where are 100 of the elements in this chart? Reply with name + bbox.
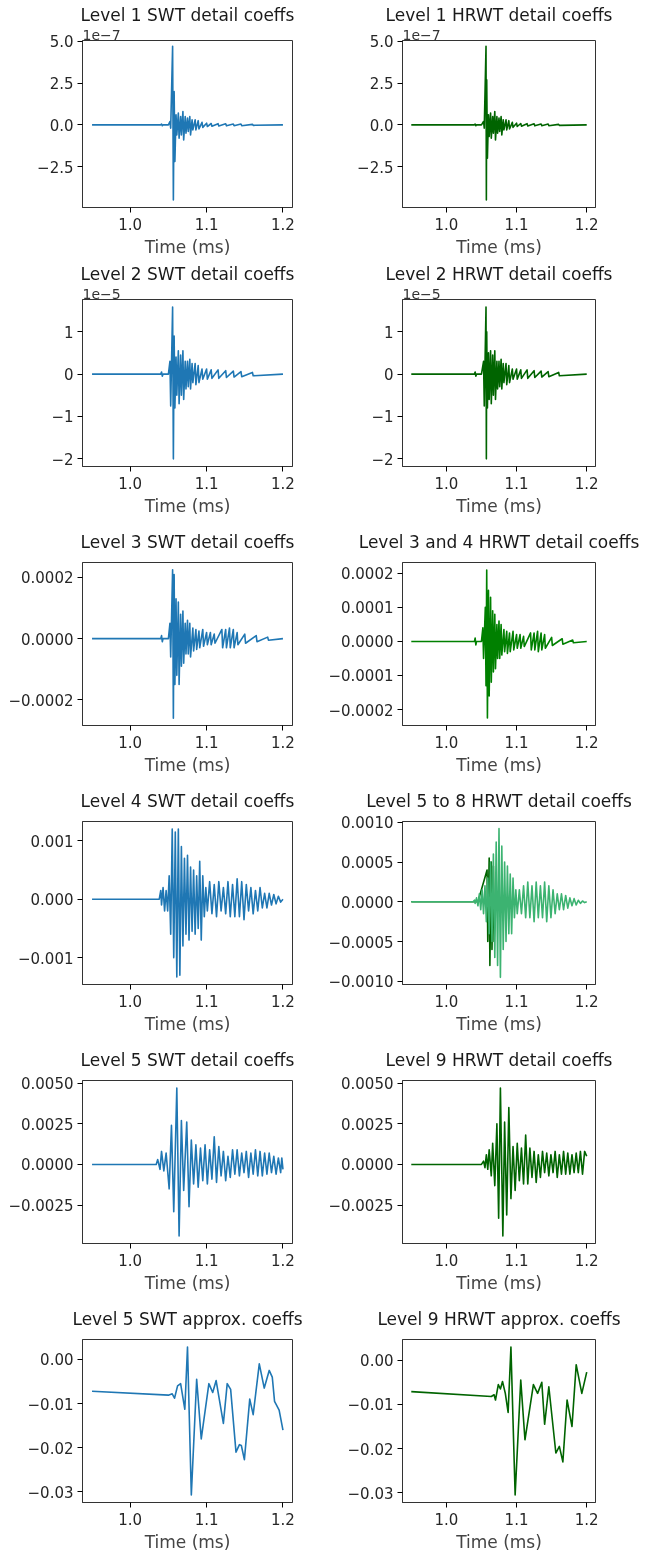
x-tick-label: 1.0 [118,474,143,493]
x-tick-label: 1.1 [504,733,529,752]
x-axis-title: Time (ms) [143,236,231,257]
chart-title: Level 5 to 8 HRWT detail coeffs [366,790,632,811]
chart-title: Level 9 HRWT approx. coeffs [377,1308,621,1329]
x-tick-label: 1.1 [504,1251,529,1270]
x-tick-label: 1.2 [271,215,295,234]
x-tick-label: 1.0 [434,992,459,1011]
x-tick-label: 1.0 [118,733,143,752]
y-tick-label: 0.0010 [341,814,394,833]
x-tick-label: 1.0 [434,733,459,752]
x-axis-title: Time (ms) [455,236,542,257]
x-tick-label: 1.1 [194,1251,219,1270]
x-tick-label: 1.0 [118,1510,143,1529]
y-tick-label: 2.5 [369,75,394,94]
x-tick-label: 1.2 [574,733,599,752]
y-tick-label: 0.0000 [21,1156,74,1175]
y-tick-label: 5.0 [369,33,394,52]
chart-title: Level 2 SWT detail coeffs [80,263,295,284]
x-tick-label: 1.0 [118,215,143,234]
y-tick-label: 0 [63,366,74,385]
y-tick-label: 0.0025 [341,1115,394,1134]
y-tick-label: 0.0000 [341,633,394,652]
y-tick-label: −1 [371,408,394,427]
x-tick-label: 1.1 [194,1510,219,1529]
chart-title: Level 1 SWT detail coeffs [80,4,295,25]
y-tick-label: −0.001 [17,949,74,968]
x-axis-title: Time (ms) [455,1531,542,1552]
y-tick-label: −2.5 [37,158,74,177]
x-tick-label: 1.2 [271,733,295,752]
x-tick-label: 1.2 [271,474,295,493]
x-tick-label: 1.2 [574,215,599,234]
chart-title: Level 3 SWT detail coeffs [80,531,295,552]
x-tick-label: 1.0 [118,1251,143,1270]
x-tick-label: 1.1 [194,215,219,234]
x-tick-label: 1.2 [574,1510,599,1529]
y-tick-label: −1 [51,408,74,427]
chart-title: Level 5 SWT detail coeffs [80,1049,295,1070]
y-tick-label: −0.01 [347,1396,394,1415]
y-tick-label: −0.0010 [328,973,394,992]
y-tick-label: 0.000 [30,891,74,910]
y-tick-label: −0.0002 [8,691,74,710]
x-axis-title: Time (ms) [143,754,231,775]
y-tick-label: 0.0050 [21,1075,74,1094]
x-tick-label: 1.0 [434,1510,459,1529]
annotation: 1e−7 [82,26,121,43]
y-tick-label: 0.0025 [21,1115,74,1134]
x-tick-label: 1.1 [504,474,529,493]
x-axis-title: Time (ms) [455,754,542,775]
y-tick-label: 0.0000 [341,1156,394,1175]
y-tick-label: 0 [383,366,394,385]
x-tick-label: 1.1 [194,733,219,752]
y-tick-label: −0.0002 [328,701,394,720]
annotation: 1e−5 [82,285,121,302]
y-tick-label: 0.0050 [341,1075,394,1094]
chart-title: Level 9 HRWT detail coeffs [385,1049,613,1070]
x-tick-label: 1.2 [574,1251,599,1270]
annotation: 1e−5 [402,285,441,302]
y-tick-label: −0.0005 [328,933,394,952]
y-tick-label: 0.0 [49,116,74,135]
x-axis-title: Time (ms) [143,1272,231,1293]
x-axis-title: Time (ms) [143,1013,231,1034]
y-tick-label: −2 [371,450,394,469]
y-tick-label: 2.5 [49,75,74,94]
x-tick-label: 1.1 [504,215,529,234]
y-tick-label: 1 [383,323,394,342]
y-tick-label: 0.0000 [341,893,394,912]
chart-title: Level 5 SWT approx. coeffs [72,1308,303,1329]
x-tick-label: 1.0 [434,474,459,493]
y-tick-label: −0.03 [347,1484,394,1503]
y-tick-label: −0.01 [27,1395,74,1414]
x-axis-title: Time (ms) [455,1272,542,1293]
y-tick-label: 5.0 [49,33,74,52]
x-axis-title: Time (ms) [143,1531,231,1552]
x-tick-label: 1.0 [118,992,143,1011]
x-tick-label: 1.2 [574,992,599,1011]
x-tick-label: 1.1 [504,1510,529,1529]
y-tick-label: 0.0002 [341,565,394,584]
x-axis-title: Time (ms) [143,495,231,516]
x-tick-label: 1.2 [271,992,295,1011]
y-tick-label: −0.0025 [8,1197,74,1216]
y-tick-label: 0.0000 [21,630,74,649]
chart-title: Level 2 HRWT detail coeffs [385,263,613,284]
x-tick-label: 1.2 [271,1510,295,1529]
y-tick-label: 0.00 [40,1351,74,1370]
x-axis-title: Time (ms) [455,495,542,516]
y-tick-label: 0.0002 [21,569,74,588]
y-tick-label: −0.02 [347,1440,394,1459]
y-tick-label: 0.0005 [341,854,394,873]
x-tick-label: 1.0 [434,1251,459,1270]
x-tick-label: 1.1 [194,474,219,493]
y-tick-label: −2 [51,450,74,469]
y-tick-label: −2.5 [357,158,394,177]
x-tick-label: 1.1 [504,992,529,1011]
y-tick-label: 1 [63,323,74,342]
y-tick-label: −0.0025 [328,1197,394,1216]
chart-title: Level 1 HRWT detail coeffs [385,4,613,25]
y-tick-label: 0.00 [360,1352,394,1371]
x-tick-label: 1.1 [194,992,219,1011]
x-axis-title: Time (ms) [455,1013,542,1034]
